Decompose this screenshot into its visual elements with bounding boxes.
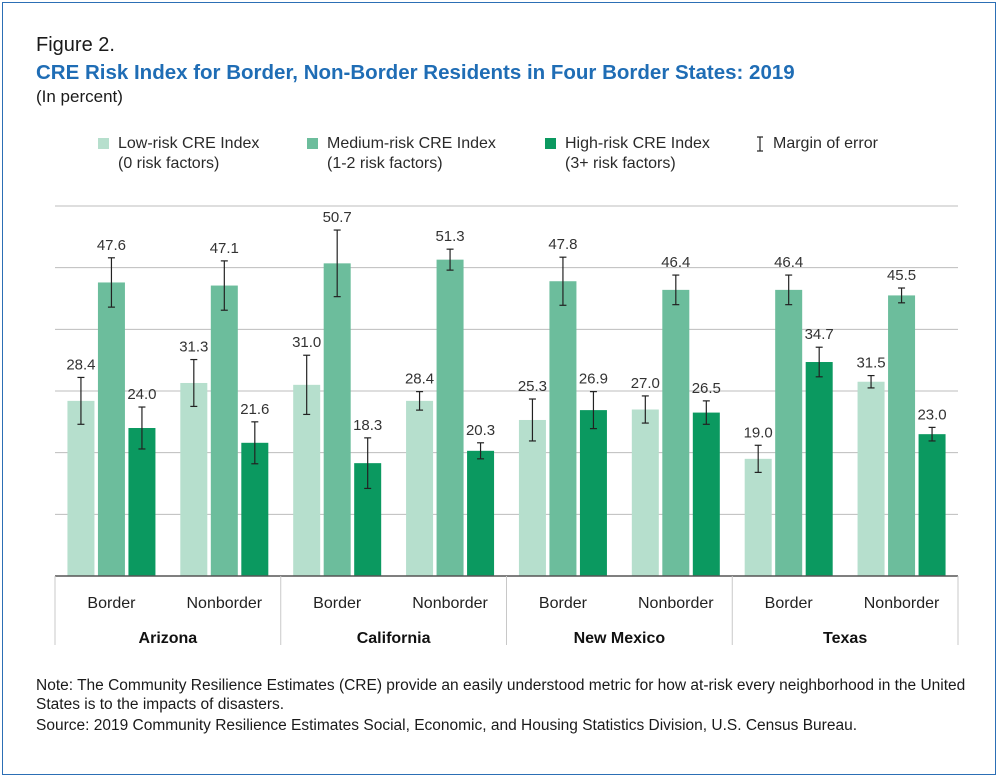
chart-bars xyxy=(67,259,946,576)
data-label: 26.5 xyxy=(692,380,721,397)
data-label: 45.5 xyxy=(887,267,916,284)
bar-medium xyxy=(323,263,351,576)
chart-x-axis: Border Nonborder Arizona Border Nonborder Cal… xyxy=(54,575,959,647)
data-label: 47.8 xyxy=(548,236,577,253)
figure-label: Figure 2. xyxy=(36,34,115,56)
category-label: Nonborder xyxy=(187,595,263,612)
bar-low xyxy=(180,382,208,576)
data-label: 46.4 xyxy=(774,254,803,271)
legend-low-label: Low-risk CRE Index xyxy=(118,135,260,152)
bar-medium xyxy=(888,295,916,576)
legend-low-sublabel: (0 risk factors) xyxy=(118,155,220,172)
data-label: 51.3 xyxy=(435,228,464,245)
margin-of-error-icon xyxy=(757,136,763,152)
bar-medium xyxy=(775,289,803,576)
legend-item-high: High-risk CRE Index (3+ risk factors) xyxy=(545,134,710,174)
bar-medium xyxy=(210,285,238,576)
data-label: 46.4 xyxy=(661,254,690,271)
category-label: Border xyxy=(765,595,814,612)
legend-swatch-high xyxy=(545,138,556,149)
data-label: 23.0 xyxy=(917,406,946,423)
bar-low xyxy=(631,409,659,576)
group-label: California xyxy=(357,630,431,647)
data-label: 26.9 xyxy=(579,371,608,388)
chart-note: Note: The Community Resilience Estimates… xyxy=(36,677,966,713)
data-label: 20.3 xyxy=(466,422,495,439)
legend-high-sublabel: (3+ risk factors) xyxy=(565,155,676,172)
bar-medium xyxy=(97,282,125,576)
group-label: Arizona xyxy=(139,630,198,647)
bar-medium xyxy=(436,259,464,576)
bar-high xyxy=(918,434,946,576)
data-label: 47.1 xyxy=(210,240,239,257)
data-label: 19.0 xyxy=(744,424,773,441)
chart-source: Source: 2019 Community Resilience Estima… xyxy=(36,717,858,734)
legend-item-moe: Margin of error xyxy=(757,134,878,154)
bar-low xyxy=(857,381,885,576)
category-label: Nonborder xyxy=(864,595,940,612)
bar-high xyxy=(692,412,720,576)
bar-high xyxy=(579,410,607,576)
group-label: Texas xyxy=(823,630,867,647)
bar-medium xyxy=(549,281,577,576)
category-label: Nonborder xyxy=(412,595,488,612)
bar-low xyxy=(744,458,772,576)
chart-data-labels: 28.4 31.3 31.0 28.4 25.3 27.0 19.0 31.5 47.6 47.1… xyxy=(66,209,946,441)
data-label: 18.3 xyxy=(353,417,382,434)
data-label: 21.6 xyxy=(240,401,269,418)
chart-title: CRE Risk Index for Border, Non-Border Re… xyxy=(36,61,795,84)
bar-high xyxy=(467,450,495,576)
category-label: Border xyxy=(87,595,136,612)
data-label: 24.0 xyxy=(127,386,156,403)
chart-error-bars xyxy=(77,229,936,490)
data-label: 28.4 xyxy=(66,356,95,373)
category-label: Border xyxy=(539,595,588,612)
chart-subtitle: (In percent) xyxy=(36,87,123,106)
group-label: New Mexico xyxy=(574,630,666,647)
legend-medium-sublabel: (1-2 risk factors) xyxy=(327,155,443,172)
bar-high xyxy=(805,362,833,576)
category-label: Nonborder xyxy=(638,595,714,612)
data-label: 34.7 xyxy=(805,326,834,343)
legend-item-low: Low-risk CRE Index (0 risk factors) xyxy=(98,134,260,174)
data-label: 25.3 xyxy=(518,378,547,395)
legend-swatch-medium xyxy=(307,138,318,149)
legend-moe-label: Margin of error xyxy=(773,135,878,152)
data-label: 27.0 xyxy=(631,375,660,392)
data-label: 47.6 xyxy=(97,237,126,254)
legend-swatch-low xyxy=(98,138,109,149)
data-label: 31.3 xyxy=(179,339,208,356)
category-label: Border xyxy=(313,595,362,612)
legend-medium-label: Medium-risk CRE Index xyxy=(327,135,496,152)
legend-high-label: High-risk CRE Index xyxy=(565,135,710,152)
bar-low xyxy=(67,400,95,576)
bar-medium xyxy=(662,289,690,576)
data-label: 31.0 xyxy=(292,334,321,351)
legend-item-medium: Medium-risk CRE Index (1-2 risk factors) xyxy=(307,134,496,174)
bar-low xyxy=(406,400,434,576)
data-label: 28.4 xyxy=(405,371,434,388)
data-label: 31.5 xyxy=(856,355,885,372)
bar-low xyxy=(293,384,321,576)
bar-high xyxy=(128,428,156,576)
bar-high xyxy=(241,442,269,576)
bar-low xyxy=(518,419,546,576)
data-label: 50.7 xyxy=(323,209,352,226)
